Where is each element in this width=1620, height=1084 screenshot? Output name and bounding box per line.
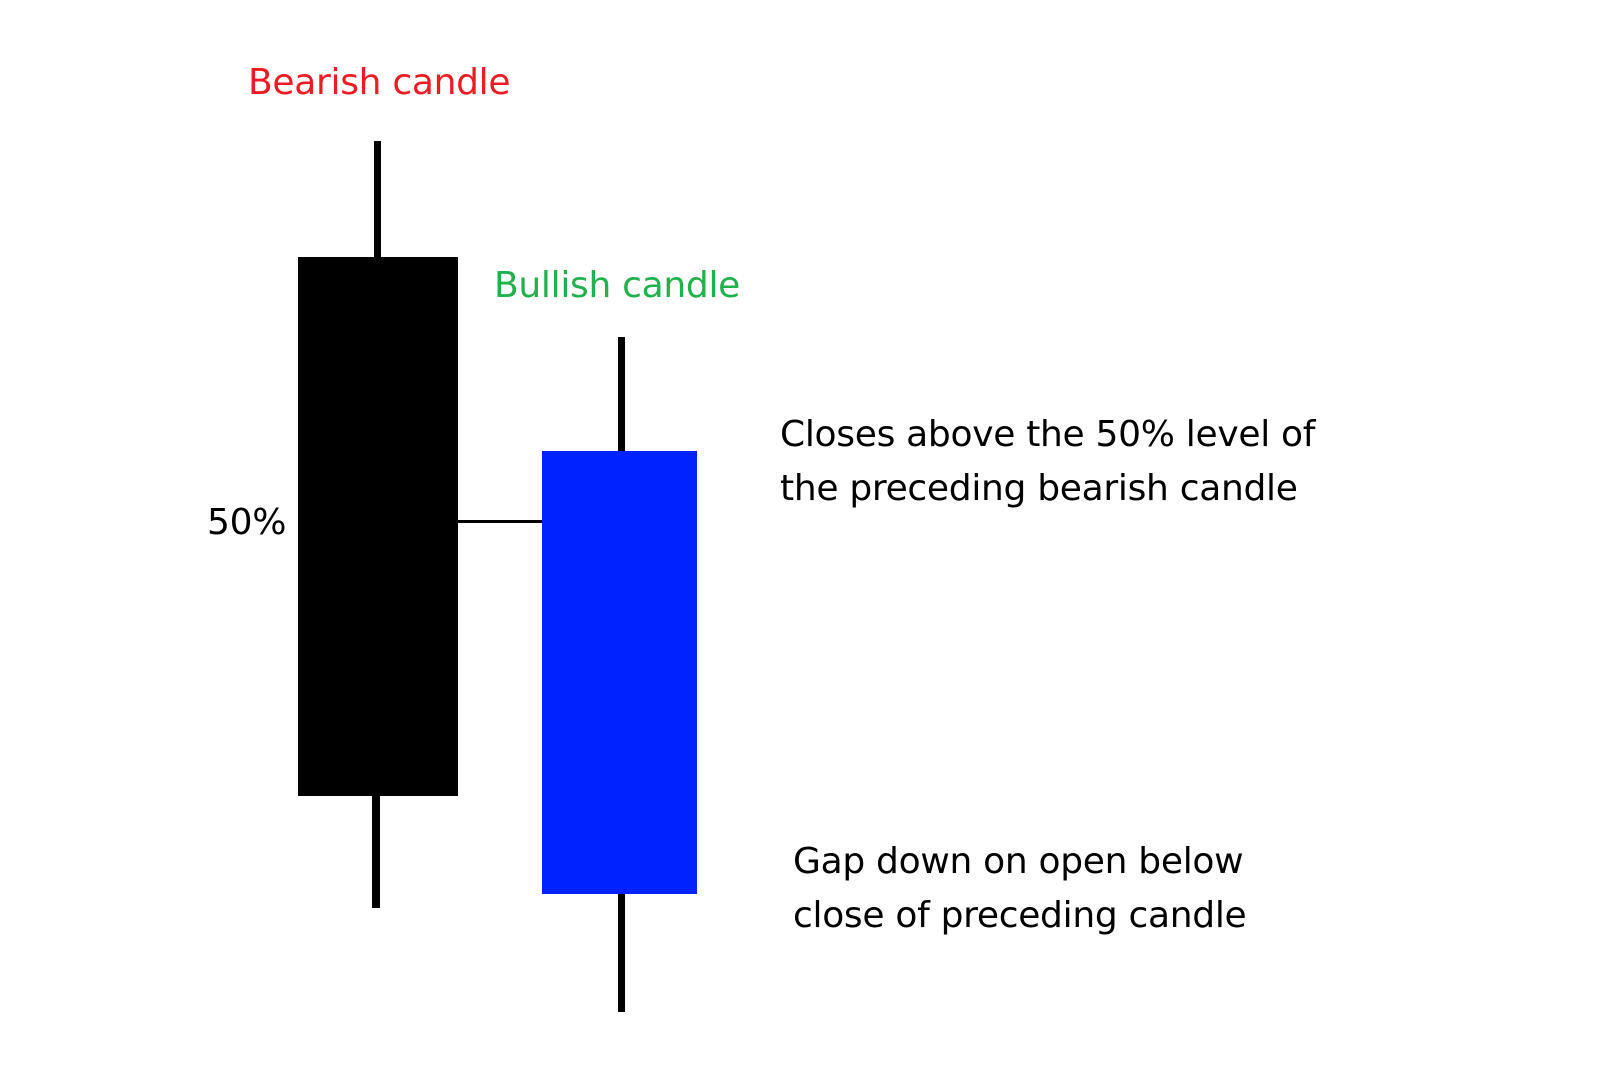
gap-down-line-2: close of preceding candle — [793, 895, 1247, 936]
closes-above-line-1: Closes above the 50% level of — [780, 414, 1316, 455]
midpoint-level-line — [458, 520, 542, 523]
gap-down-annotation: Gap down on open below close of precedin… — [793, 835, 1247, 943]
midpoint-percent-label: 50% — [207, 502, 287, 543]
bearish-candle — [298, 141, 458, 908]
bullish-candle-label: Bullish candle — [494, 265, 741, 306]
bearish-candle-label: Bearish candle — [248, 62, 511, 103]
bullish-body — [542, 451, 697, 894]
closes-above-annotation: Closes above the 50% level of the preced… — [780, 408, 1315, 516]
bearish-lower-wick — [372, 796, 380, 908]
bearish-body — [298, 257, 458, 796]
gap-down-line-1: Gap down on open below — [793, 841, 1244, 882]
bullish-candle — [542, 337, 697, 1012]
bullish-upper-wick — [618, 337, 625, 451]
closes-above-line-2: the preceding bearish candle — [780, 468, 1298, 509]
bullish-lower-wick — [618, 894, 625, 1012]
bearish-upper-wick — [374, 141, 381, 257]
